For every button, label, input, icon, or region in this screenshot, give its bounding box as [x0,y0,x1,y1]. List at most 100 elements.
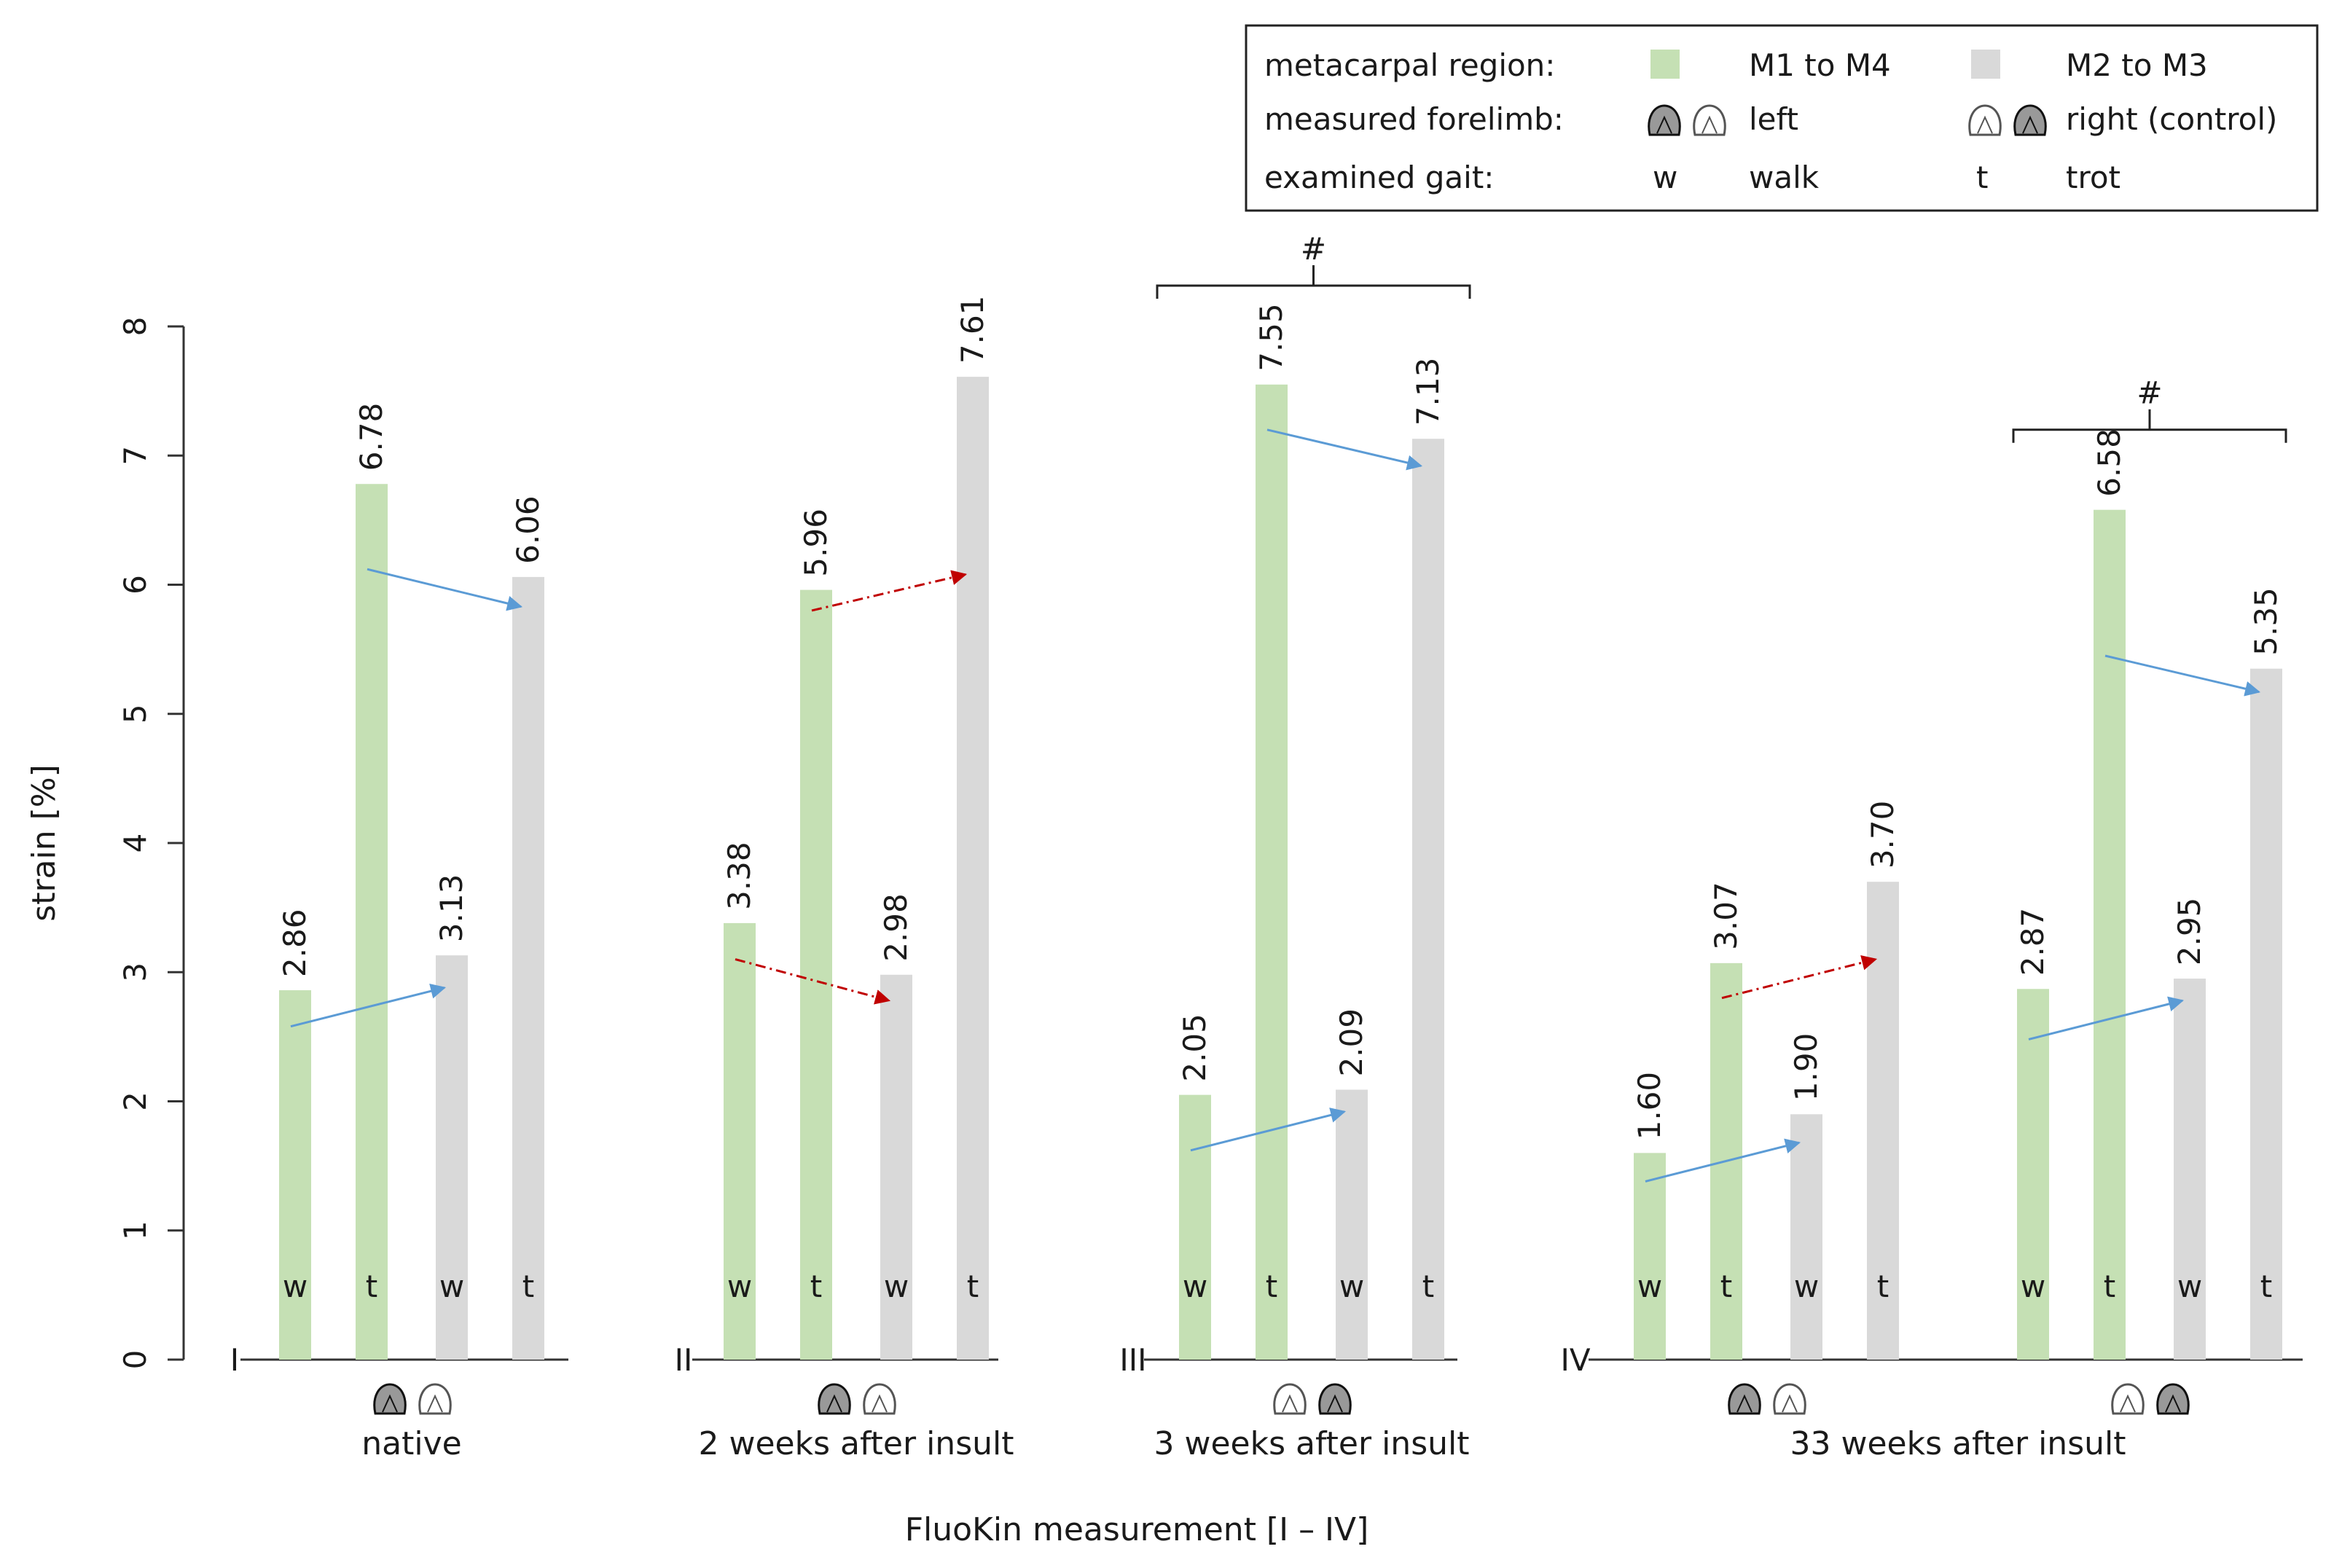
blue-arrow [367,568,523,611]
bar-gait-label: w [439,1269,464,1304]
bar [436,955,468,1360]
bar-value-label: 5.96 [798,509,834,577]
bar-gait-label: t [522,1269,534,1304]
bar-value-label: 3.70 [1865,801,1900,869]
hoof-frog [872,1394,888,1413]
y-tick-label: 1 [117,1220,153,1240]
hoof-frog [382,1394,398,1413]
hoof-outline [373,1383,407,1415]
legend-label-left: left [1749,101,1798,137]
bar-value-label: 7.61 [955,296,990,364]
x-axis-label: FluoKin measurement [I – IV] [905,1511,1369,1548]
measurement-label: 3 weeks after insult [1154,1425,1470,1462]
hoof-outline [418,1383,452,1415]
bar-gait-label: w [2177,1269,2202,1304]
legend: metacarpal region: measured forelimb: ex… [1245,24,2319,212]
bar-value-label: 2.05 [1177,1014,1213,1082]
hoof-outline [2111,1383,2145,1415]
red-dashed-arrow [811,570,968,612]
y-tick-label: 6 [117,575,153,595]
measurement-label: 2 weeks after insult [699,1425,1014,1462]
bar [1790,1114,1822,1360]
legend-label-trot: trot [2066,160,2120,195]
arrows [290,428,2261,1183]
y-axis-label: strain [%] [26,764,63,921]
hoof-light-icon [863,1383,896,1415]
measurement-roman-label: I [230,1342,239,1378]
blue-arrow [2028,996,2185,1040]
hoof-dark-icon [1318,1383,1352,1415]
measurement-roman-label: II [675,1342,693,1378]
legend-symbol-w: w [1653,160,1677,195]
bar-value-label: 7.55 [1253,303,1289,372]
bar-value-label: 7.13 [1410,358,1446,426]
y-tick-label: 5 [117,704,153,724]
bar-gait-label: w [1339,1269,1364,1304]
significance-marker: # [2137,375,2162,411]
bar [512,576,544,1360]
bar [724,922,756,1360]
bar [1336,1089,1368,1360]
hoof-outline [863,1383,896,1415]
hoof-outline [1728,1383,1761,1415]
hoof-outline [818,1383,851,1415]
labels: I 2.86 w 6.78 t 3.13 w 6.06 t native II 3.38 w 5.96 t 2… [230,231,2287,1462]
y-ticks: 0 1 2 3 4 5 6 7 8 [117,317,184,1369]
bar [957,377,989,1360]
hoof-dark-icon [2156,1383,2190,1415]
bar [356,484,388,1360]
hoof-outline [1318,1383,1352,1415]
bar-value-label: 3.13 [434,874,469,943]
legend-label-m2-m3: M2 to M3 [2066,47,2208,83]
hoof-light-icon [1773,1383,1806,1415]
measurement-label: native [361,1425,461,1462]
y-tick-label: 3 [117,963,153,982]
bar [2017,989,2049,1360]
blue-arrow [2104,654,2261,697]
y-tick-label: 4 [117,834,153,853]
bar-gait-label: t [1877,1269,1889,1304]
blue-arrow [1266,428,1423,471]
bar-gait-label: t [810,1269,822,1304]
bars [240,377,2303,1361]
bar-gait-label: t [2260,1269,2272,1304]
bar [1256,384,1288,1360]
hoof-light-icon [418,1383,452,1415]
legend-left-hoof-dark-icon [1648,104,1681,136]
red-dashed-arrow [735,958,891,1005]
hoof-frog [826,1394,842,1413]
bar-value-label: 1.90 [1788,1033,1824,1102]
bar-value-label: 3.38 [721,842,757,910]
hoof-light-icon [1273,1383,1307,1415]
measurement-label: 33 weeks after insult [1790,1425,2126,1462]
hoof-dark-icon [1728,1383,1761,1415]
bar-gait-label: w [1637,1269,1662,1304]
significance-bracket [2012,409,2287,443]
blue-arrow [1645,1138,1801,1183]
bar [880,974,912,1360]
y-tick-label: 8 [117,317,153,337]
bar-gait-label: t [1266,1269,1277,1304]
measurement-roman-label: IV [1560,1342,1590,1378]
bar-value-label: 2.95 [2172,898,2207,966]
bar-gait-label: t [366,1269,377,1304]
bar [2094,509,2126,1360]
blue-arrow [290,983,447,1028]
bar-value-label: 2.98 [878,893,914,962]
blue-arrow [1190,1108,1347,1152]
hoof-frog [1736,1394,1753,1413]
bar-gait-label: w [1183,1269,1207,1304]
bar-value-label: 1.60 [1632,1072,1667,1140]
measurement-roman-label: III [1119,1342,1146,1378]
hoof-dark-icon [373,1383,407,1415]
bar-gait-label: w [727,1269,752,1304]
bar [1412,439,1444,1360]
hoof-dark-icon [818,1383,851,1415]
legend-title-gait: examined gait: [1264,160,1494,195]
legend-symbol-t: t [1976,160,1988,195]
bar-value-label: 2.87 [2015,908,2051,976]
y-tick-label: 7 [117,446,153,466]
hoof-frog [1782,1394,1798,1413]
